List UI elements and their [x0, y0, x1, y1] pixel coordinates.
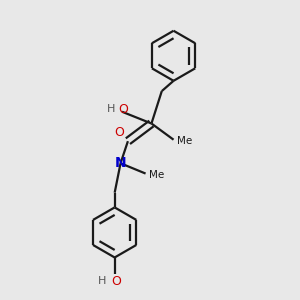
Text: O: O	[111, 274, 121, 287]
Text: H: H	[107, 104, 115, 114]
Text: O: O	[115, 126, 124, 140]
Text: Me: Me	[177, 136, 192, 146]
Text: O: O	[118, 103, 128, 116]
Text: H: H	[98, 276, 106, 286]
Text: Me: Me	[149, 170, 164, 180]
Text: N: N	[115, 156, 126, 170]
